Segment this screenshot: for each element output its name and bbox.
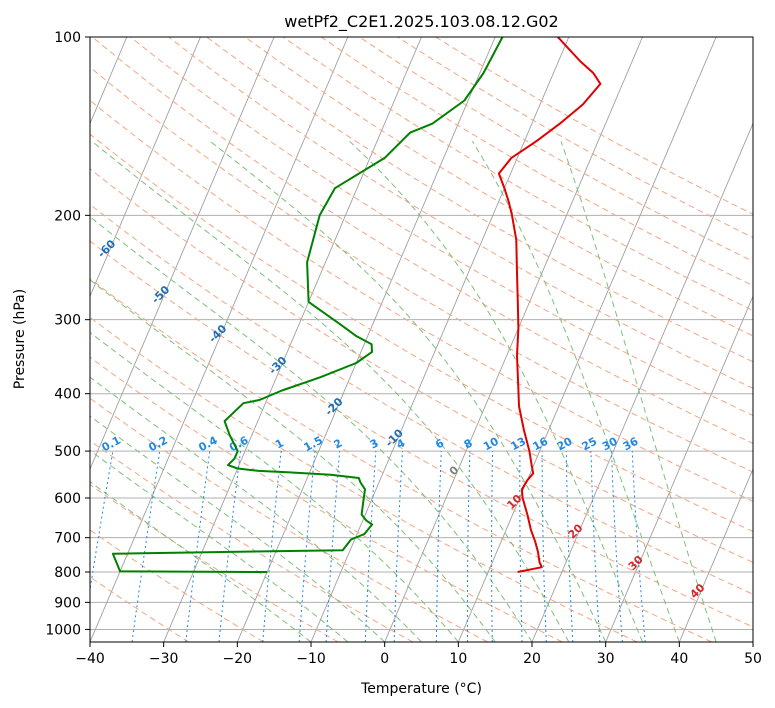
dry-adiabat (90, 316, 638, 642)
temperature-profile (497, 37, 602, 573)
isotherm-label: -40 (206, 322, 229, 345)
y-tick-label: 1000 (45, 622, 81, 638)
y-tick-label: 600 (54, 491, 81, 507)
dry-adiabat (90, 203, 753, 595)
y-tick-label: 800 (54, 565, 81, 581)
chart-title: wetPf2_C2E1.2025.103.08.12.G02 (284, 12, 558, 32)
x-tick-label: −20 (223, 651, 253, 667)
moist-adiabat (90, 481, 312, 642)
isotherm-line (236, 37, 496, 642)
dry-adiabat (282, 37, 753, 312)
isotherm-label-low: 30 (626, 553, 646, 573)
y-tick-label: 300 (54, 313, 81, 329)
isotherm-line (163, 37, 422, 642)
dewpoint-profile (111, 37, 504, 573)
mixing-ratio-line (185, 451, 211, 642)
moist-adiabat (90, 415, 386, 642)
x-tick-label: −40 (75, 651, 105, 667)
y-tick-label: 500 (54, 444, 81, 460)
x-tick-label: 10 (449, 651, 467, 667)
moist-adiabat (90, 279, 496, 642)
isotherm-line (752, 640, 753, 642)
dry-adiabat (90, 278, 712, 642)
isotherm-line (531, 122, 753, 642)
isotherm-label: -60 (95, 237, 118, 260)
isotherm-line (457, 37, 717, 642)
x-tick-label: 50 (744, 651, 762, 667)
y-axis-label: Pressure (hPa) (12, 289, 28, 389)
y-tick-label: 200 (54, 208, 81, 224)
dry-adiabat (244, 37, 753, 337)
dry-adiabat (90, 440, 414, 642)
mixing-ratio-line (565, 451, 574, 642)
isotherm-label: -50 (149, 283, 172, 306)
isotherm-line (384, 37, 643, 642)
isotherm-line (90, 37, 275, 471)
moist-adiabat (90, 376, 422, 642)
dry-adiabat (90, 168, 753, 563)
moist-adiabat (560, 141, 717, 642)
mixing-ratio-label: 3 (368, 436, 381, 451)
isotherm-label: -20 (322, 395, 345, 418)
mixing-ratio-label: 36 (621, 435, 641, 454)
x-tick-label: 20 (523, 651, 541, 667)
mixing-ratio-label: 4 (394, 436, 407, 451)
mixing-ratio-line (90, 451, 114, 593)
moist-adiabat (91, 140, 570, 642)
mixing-ratio-line (519, 451, 523, 642)
moist-adiabat (471, 141, 680, 642)
mixing-ratio-line (491, 451, 494, 642)
y-tick-label: 100 (54, 30, 81, 46)
dry-adiabat (130, 37, 753, 417)
mixing-ratio-label: 13 (508, 435, 528, 454)
series-layer (111, 37, 602, 573)
dry-adiabat (90, 240, 753, 628)
mixing-ratio-line (631, 451, 646, 642)
moist-adiabat (349, 140, 643, 642)
dry-adiabat (435, 37, 753, 215)
x-tick-label: 30 (597, 651, 615, 667)
isotherm-line (605, 295, 753, 642)
x-axis-label: Temperature (°C) (360, 681, 482, 697)
dry-adiabat (90, 133, 753, 533)
mixing-ratio-label: 16 (531, 435, 551, 454)
dry-adiabat (91, 37, 753, 445)
moist-adiabat (90, 331, 459, 642)
isotherm-label: -80 (0, 159, 4, 182)
mixing-ratio-line (435, 451, 442, 642)
mixing-ratio-label: 20 (555, 435, 575, 454)
y-tick-label: 900 (54, 595, 81, 611)
moist-adiabat (209, 140, 607, 642)
mixing-ratio-label: 1 (273, 436, 286, 451)
isotherm-label: -30 (266, 354, 289, 377)
x-tick-label: 40 (670, 651, 688, 667)
dry-adiabat (90, 356, 563, 642)
x-tick-label: −30 (149, 651, 179, 667)
dry-adiabat (90, 576, 190, 642)
y-tick-label: 400 (54, 387, 81, 403)
background-lines (90, 37, 753, 642)
dry-adiabat (90, 99, 753, 502)
dry-adiabat (90, 529, 264, 642)
x-tick-label: 0 (380, 651, 389, 667)
mixing-ratio-label: 10 (481, 435, 501, 454)
isotherm-line (90, 37, 349, 642)
isotherm-line (678, 467, 753, 642)
plot-frame (89, 36, 754, 643)
mixing-ratio-label: 30 (600, 435, 620, 454)
y-axis: 100 200 300 400 500 600 700 800 900 1000 (45, 30, 90, 638)
dry-adiabat (168, 37, 753, 389)
y-tick-label: 700 (54, 531, 81, 547)
isotherm-line (90, 37, 201, 298)
mixing-ratio-label: 25 (580, 435, 600, 454)
mixing-ratio-label: 2 (332, 436, 345, 451)
dry-adiabat (90, 483, 339, 642)
moist-adiabat (90, 449, 349, 642)
x-tick-label: −10 (296, 651, 326, 667)
x-axis: −40 −30 −20 −10 0 10 20 30 40 50 (75, 642, 762, 667)
